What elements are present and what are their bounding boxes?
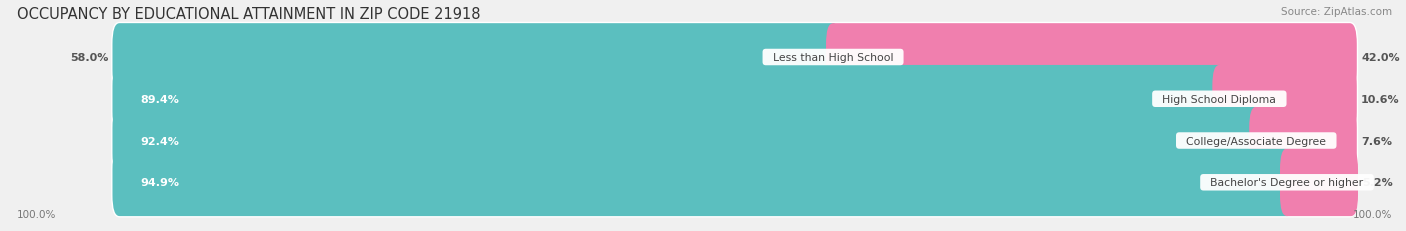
FancyBboxPatch shape <box>1212 66 1357 133</box>
Text: OCCUPANCY BY EDUCATIONAL ATTAINMENT IN ZIP CODE 21918: OCCUPANCY BY EDUCATIONAL ATTAINMENT IN Z… <box>17 7 481 22</box>
Text: 58.0%: 58.0% <box>70 53 108 63</box>
Text: Less than High School: Less than High School <box>766 53 900 63</box>
FancyBboxPatch shape <box>112 149 1357 216</box>
FancyBboxPatch shape <box>112 66 1357 133</box>
FancyBboxPatch shape <box>112 24 841 91</box>
FancyBboxPatch shape <box>1279 149 1358 216</box>
Text: 94.9%: 94.9% <box>141 177 180 188</box>
FancyBboxPatch shape <box>112 107 1264 175</box>
Text: 5.2%: 5.2% <box>1362 177 1393 188</box>
Text: Bachelor's Degree or higher: Bachelor's Degree or higher <box>1204 177 1371 188</box>
Text: High School Diploma: High School Diploma <box>1156 94 1284 104</box>
Text: 10.6%: 10.6% <box>1361 94 1399 104</box>
Text: 100.0%: 100.0% <box>1353 210 1392 219</box>
FancyBboxPatch shape <box>1250 107 1357 175</box>
Text: 89.4%: 89.4% <box>141 94 180 104</box>
Text: 42.0%: 42.0% <box>1361 53 1399 63</box>
FancyBboxPatch shape <box>112 24 1357 91</box>
Text: Source: ZipAtlas.com: Source: ZipAtlas.com <box>1281 7 1392 17</box>
FancyBboxPatch shape <box>112 66 1226 133</box>
FancyBboxPatch shape <box>112 149 1294 216</box>
Text: 92.4%: 92.4% <box>141 136 180 146</box>
Text: 7.6%: 7.6% <box>1361 136 1392 146</box>
Text: College/Associate Degree: College/Associate Degree <box>1180 136 1333 146</box>
Text: 100.0%: 100.0% <box>17 210 56 219</box>
FancyBboxPatch shape <box>112 107 1357 175</box>
FancyBboxPatch shape <box>827 24 1357 91</box>
